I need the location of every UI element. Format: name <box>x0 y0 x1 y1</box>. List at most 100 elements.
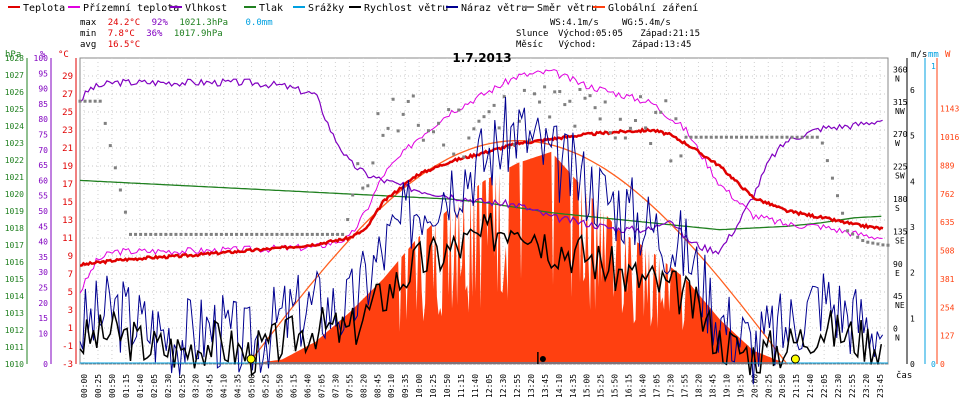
legend-swatch <box>293 6 305 8</box>
x-tick: 09:35 <box>401 374 410 398</box>
pressure-tick: 1024 <box>5 122 24 131</box>
wind-dir-point <box>406 99 410 103</box>
wind-dir-point <box>159 232 163 236</box>
legend-swatch <box>68 6 80 8</box>
wind-dir-point <box>578 87 582 91</box>
wind-dir-point <box>689 135 693 139</box>
x-tick: 02:55 <box>178 374 187 398</box>
sunrise: Východ:05:05 <box>557 29 623 39</box>
wind-dir-point <box>886 243 890 247</box>
dir-tick: 0 <box>893 325 898 334</box>
stat-min-press: 1017.9hPa <box>173 29 223 39</box>
stats-min-row: min 7.8°C 36% 1017.9hPa <box>80 29 223 39</box>
legend-label: Přízemní teplota <box>83 3 180 14</box>
pressure-tick: 1016 <box>5 258 24 267</box>
wind-dir-point <box>598 117 602 121</box>
wind-dir-point <box>245 232 249 236</box>
dir-tick: 90 <box>893 260 903 269</box>
humidity-tick: 0 <box>43 360 48 369</box>
x-tick: 11:15 <box>457 374 466 398</box>
wind-dir-point <box>164 232 168 236</box>
x-tick: 16:40 <box>639 374 648 398</box>
wind-dir-point <box>729 135 733 139</box>
wind-dir-point <box>113 166 117 170</box>
moonrise: Východ: <box>558 40 597 50</box>
temp-tick: 7 <box>68 270 73 280</box>
pressure-tick: 1010 <box>5 360 24 369</box>
legend-label: Srážky <box>308 3 345 14</box>
temp-tick: 9 <box>68 252 73 262</box>
wind-dir-point <box>669 159 673 163</box>
wind-dir-point <box>679 154 683 158</box>
x-tick: 05:00 <box>248 374 257 398</box>
wind-dir-point <box>709 135 713 139</box>
wind-dir-point <box>381 133 385 137</box>
sun-row: Slunce Východ:05:05 Západ:21:15 <box>516 29 700 39</box>
wind-dir-point <box>447 108 451 112</box>
wind-dir-point <box>674 117 678 121</box>
wind-dir-point <box>411 94 415 98</box>
wind-dir-point <box>487 110 491 114</box>
humidity-tick: 60 <box>38 176 48 185</box>
x-tick: 01:40 <box>136 374 145 398</box>
wind-dir-point <box>639 95 643 99</box>
wind-dir-point <box>745 135 749 139</box>
wind-dir-point <box>810 135 814 139</box>
x-tick: 12:30 <box>499 374 508 398</box>
axis-head-pct: % <box>40 50 46 60</box>
x-tick: 08:45 <box>373 374 382 398</box>
wind-dir-point <box>462 155 466 159</box>
wind-dir-point <box>654 110 658 114</box>
humidity-tick: 10 <box>38 329 48 338</box>
x-tick: 20:50 <box>778 374 787 398</box>
dir-tick-name: NE <box>895 301 905 310</box>
stat-avg-label: avg <box>80 40 97 50</box>
wind-dir-point <box>740 135 744 139</box>
wind-dir-point <box>426 129 430 133</box>
wind-dir-point <box>209 232 213 236</box>
temp-tick: 11 <box>62 234 73 244</box>
x-tick: 16:15 <box>625 374 634 398</box>
legend-item-5: Rychlost větru <box>349 3 448 15</box>
dir-tick-name: S <box>895 204 900 213</box>
wind-dir-point <box>497 126 501 130</box>
wind-dir-point <box>533 92 536 96</box>
wind-dir-point <box>416 123 420 127</box>
sunset: Západ:21:15 <box>640 29 700 39</box>
solar-tick: 0 <box>940 360 945 369</box>
stats-max-row: max 24.2°C 92% 1021.3hPa 0.0mm <box>80 18 273 28</box>
wind-dir-point <box>522 88 526 92</box>
humidity-tick: 40 <box>38 238 48 247</box>
dir-tick: 360 <box>893 65 908 74</box>
temp-tick: 3 <box>68 306 73 316</box>
wind-dir-point <box>760 135 764 139</box>
wind-dir-point <box>815 135 819 139</box>
wind-dir-point <box>442 143 446 147</box>
wind-dir-point <box>502 95 506 99</box>
pressure-tick: 1028 <box>5 54 24 63</box>
wind-dir-point <box>623 136 627 140</box>
wind-tick: 3 <box>910 223 915 232</box>
axis-head-degc: °C <box>58 50 69 60</box>
x-tick: 17:30 <box>667 374 676 398</box>
x-tick: 22:05 <box>820 374 829 398</box>
wind-speed-info: WS:4.1m/s <box>550 18 599 28</box>
wind-dir-point <box>558 90 562 94</box>
moonset: Západ:13:45 <box>631 40 692 50</box>
pressure-tick: 1014 <box>5 292 24 301</box>
humidity-tick: 75 <box>38 131 48 140</box>
x-tick: 12:55 <box>513 374 522 398</box>
wind-dir-point <box>174 232 178 236</box>
wind-dir-point <box>775 135 779 139</box>
x-tick: 10:25 <box>429 374 438 398</box>
wind-dir-point <box>123 210 127 214</box>
x-tick: 13:20 <box>527 374 536 398</box>
wind-dir-point <box>795 135 799 139</box>
temp-tick: 21 <box>62 144 73 154</box>
wind-dir-point <box>452 152 456 156</box>
x-tick: 07:55 <box>345 374 354 398</box>
wind-dir-point <box>568 99 572 103</box>
dir-tick-name: W <box>895 139 900 148</box>
wind-dir-point <box>351 193 355 197</box>
wind-dir-point <box>280 232 284 236</box>
